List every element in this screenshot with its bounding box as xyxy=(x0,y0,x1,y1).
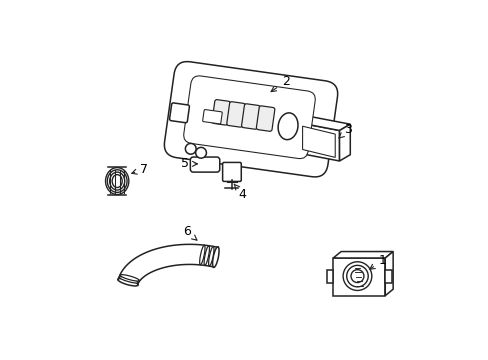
Ellipse shape xyxy=(346,265,367,287)
Polygon shape xyxy=(339,124,349,161)
Ellipse shape xyxy=(185,143,196,154)
FancyBboxPatch shape xyxy=(212,100,230,125)
Polygon shape xyxy=(118,244,217,285)
Ellipse shape xyxy=(199,245,204,265)
Ellipse shape xyxy=(195,147,206,158)
Ellipse shape xyxy=(107,170,127,192)
FancyBboxPatch shape xyxy=(222,162,241,181)
Ellipse shape xyxy=(119,276,138,283)
Polygon shape xyxy=(333,252,392,258)
Ellipse shape xyxy=(278,113,297,140)
Polygon shape xyxy=(385,252,392,296)
Text: 4: 4 xyxy=(234,184,246,201)
Polygon shape xyxy=(298,123,339,161)
Ellipse shape xyxy=(212,247,219,267)
Polygon shape xyxy=(298,116,349,131)
Polygon shape xyxy=(333,258,385,296)
Ellipse shape xyxy=(350,270,363,283)
Bar xyxy=(385,270,391,283)
FancyBboxPatch shape xyxy=(226,102,245,127)
Ellipse shape xyxy=(105,168,128,194)
FancyBboxPatch shape xyxy=(241,104,260,129)
Text: 6: 6 xyxy=(183,225,197,240)
Ellipse shape xyxy=(112,175,122,188)
Text: 2: 2 xyxy=(270,75,289,92)
FancyBboxPatch shape xyxy=(169,103,189,123)
Text: 5: 5 xyxy=(181,157,197,170)
Polygon shape xyxy=(302,126,335,157)
Ellipse shape xyxy=(109,172,124,190)
Text: 7: 7 xyxy=(131,163,148,176)
Ellipse shape xyxy=(120,275,139,281)
Text: 1: 1 xyxy=(369,254,386,269)
FancyBboxPatch shape xyxy=(256,106,274,131)
FancyBboxPatch shape xyxy=(190,157,219,172)
Ellipse shape xyxy=(343,262,371,291)
Ellipse shape xyxy=(203,246,209,265)
FancyBboxPatch shape xyxy=(183,76,315,159)
Ellipse shape xyxy=(208,246,214,266)
Text: 3: 3 xyxy=(338,123,352,138)
Bar xyxy=(326,270,333,283)
Ellipse shape xyxy=(118,279,138,286)
FancyBboxPatch shape xyxy=(164,62,337,177)
FancyBboxPatch shape xyxy=(202,109,222,124)
